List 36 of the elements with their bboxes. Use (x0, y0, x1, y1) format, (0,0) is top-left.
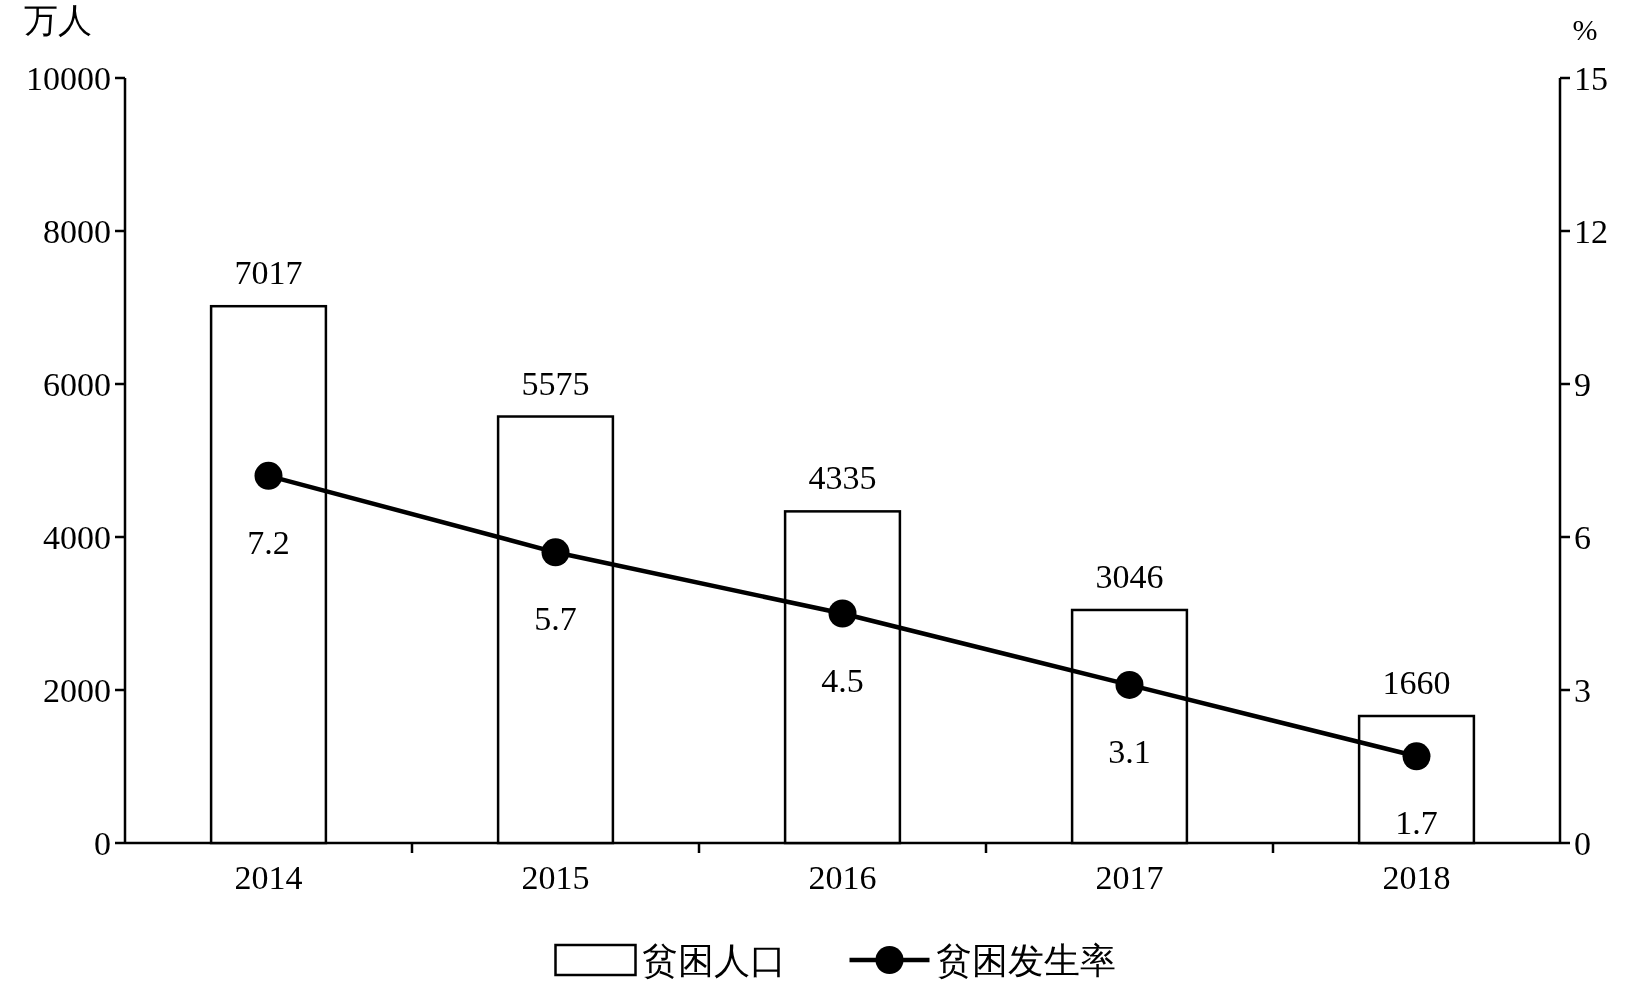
x-tick-label: 2015 (521, 859, 590, 896)
y2-tick-label: 15 (1574, 60, 1608, 97)
y2-axis-title: % (1572, 13, 1598, 46)
y2-tick-label: 12 (1574, 213, 1608, 250)
y-axis-title: 万人 (24, 2, 92, 39)
point (1115, 670, 1144, 699)
x-tick-label: 2017 (1095, 859, 1164, 896)
data-label: 7017 (234, 254, 303, 292)
y-tick-label: 2000 (43, 672, 111, 709)
y-tick-label: 0 (94, 825, 111, 862)
point (828, 599, 857, 628)
data-label: 4335 (808, 459, 877, 497)
legend-label: 贫困发生率 (935, 941, 1116, 981)
y2-tick-label: 0 (1574, 825, 1591, 862)
x-tick-label: 2014 (234, 859, 303, 896)
point (254, 461, 283, 490)
data-label: 3046 (1095, 557, 1164, 595)
legend-label: 贫困人口 (641, 941, 786, 981)
y-tick-label: 6000 (43, 366, 111, 403)
point (1402, 742, 1431, 771)
data-label: 5.7 (534, 600, 577, 638)
x-tick-label: 2018 (1382, 859, 1451, 896)
x-tick-label: 2016 (808, 859, 877, 896)
y-tick-label: 10000 (26, 60, 111, 97)
data-label: 7.2 (247, 523, 290, 561)
point (541, 538, 570, 567)
data-label: 1.7 (1395, 804, 1438, 842)
data-label: 3.1 (1108, 732, 1151, 770)
y-tick-label: 8000 (43, 213, 111, 250)
data-label: 4.5 (821, 661, 864, 699)
data-label: 5575 (521, 364, 590, 402)
y2-tick-label: 3 (1574, 672, 1591, 709)
y-tick-label: 4000 (43, 519, 111, 556)
y2-tick-label: 6 (1574, 519, 1591, 556)
data-label: 1660 (1382, 664, 1451, 702)
y2-tick-label: 9 (1574, 366, 1591, 403)
